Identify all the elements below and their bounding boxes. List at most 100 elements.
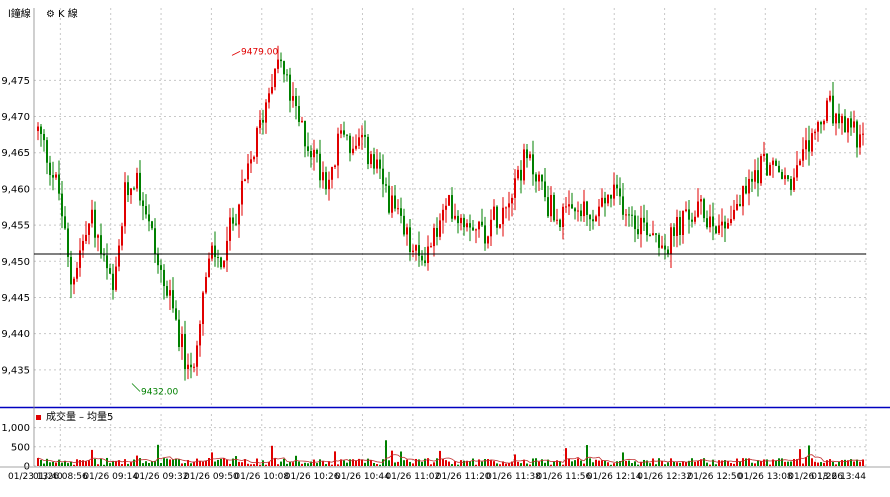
candle-body (652, 233, 654, 236)
volume-bar (289, 461, 291, 466)
candle-body (679, 217, 681, 235)
volume-bar (52, 461, 54, 466)
candle-body (817, 122, 819, 132)
volume-bar (397, 461, 399, 466)
volume-bar (46, 458, 48, 466)
volume-bar (316, 463, 318, 466)
candle-body (859, 134, 861, 148)
candle-body (223, 260, 225, 268)
volume-bar (598, 460, 600, 466)
volume-bar (475, 464, 477, 466)
volume-bar (553, 461, 555, 466)
volume-bar (643, 459, 645, 466)
time-tick-label: 01/26 11:56 (537, 472, 592, 482)
axis-layer: 9,435 9,440 9,445 9,450 9,455 9,460 9,465 9,470… (0, 8, 890, 482)
candle-body (709, 216, 711, 228)
volume-bar (718, 460, 720, 466)
candle-body (649, 235, 651, 237)
candle-body (394, 195, 396, 209)
candle-body (88, 223, 90, 235)
volume-bar (187, 459, 189, 466)
time-tick-label: 01/26 08:56 (33, 472, 88, 482)
volume-bar (739, 461, 741, 466)
volume-bar (364, 462, 366, 466)
candle-body (628, 214, 630, 216)
candle-body (490, 219, 492, 237)
candle-body (631, 214, 633, 216)
time-tick-label: 01/26 12:32 (637, 472, 692, 482)
candle-body (853, 121, 855, 128)
volume-bar (790, 461, 792, 466)
candle-body (124, 182, 126, 227)
candle-body (46, 140, 48, 163)
volume-bar (472, 458, 474, 466)
volume-bar (571, 461, 573, 466)
candle-body (367, 136, 369, 165)
period-label[interactable]: l鐘線 (8, 9, 31, 20)
time-tick-label: 01/23 13:40 (8, 472, 63, 482)
volume-bar (565, 448, 567, 466)
candle-body (307, 146, 309, 151)
volume-bar (568, 458, 570, 466)
candle-body (742, 185, 744, 207)
candle-body (364, 134, 366, 137)
volume-bar (304, 462, 306, 466)
candle-body (142, 200, 144, 207)
candle-body (109, 268, 111, 274)
candle-body (349, 135, 351, 154)
volume-bar (217, 459, 219, 466)
candle-body (391, 195, 393, 213)
candle-body (805, 140, 807, 150)
volume-bar (649, 463, 651, 466)
volume-bar (259, 464, 261, 466)
candle-body (517, 169, 519, 179)
candle-body (313, 149, 315, 158)
volume-bar (727, 461, 729, 466)
time-tick-label: 01/26 11:02 (385, 472, 440, 482)
candle-body (403, 215, 405, 235)
candle-body (436, 227, 438, 237)
candle-body (622, 196, 624, 215)
volume-layer (37, 440, 864, 466)
candles-layer (37, 45, 864, 381)
candle-body (178, 319, 180, 347)
price-tick-label: 9,455 (1, 221, 30, 232)
volume-bar (163, 458, 165, 466)
candle-body (55, 174, 57, 178)
candle-body (370, 154, 372, 165)
volume-bar (457, 464, 459, 466)
candle-body (358, 137, 360, 146)
volume-bar (658, 458, 660, 466)
volume-bar (205, 460, 207, 466)
volume-bar (454, 461, 456, 466)
candle-body (274, 68, 276, 88)
candle-body (547, 197, 549, 217)
candle-body (169, 290, 171, 296)
volume-bar (400, 451, 402, 466)
candle-body (295, 96, 297, 107)
candle-body (214, 245, 216, 258)
candle-body (847, 118, 849, 133)
candle-body (583, 201, 585, 217)
volume-bar (685, 462, 687, 466)
candle-body (421, 255, 423, 261)
candle-body (550, 194, 552, 217)
candle-body (544, 181, 546, 198)
volume-bar (814, 461, 816, 466)
candle-body (685, 209, 687, 212)
time-tick-label: 01/26 10:44 (335, 472, 390, 482)
candle-body (199, 324, 201, 346)
candle-body (439, 220, 441, 237)
candle-body (754, 170, 756, 182)
candle-body (160, 265, 162, 270)
candle-body (328, 179, 330, 190)
volume-bar (97, 464, 99, 466)
candle-body (79, 250, 81, 268)
volume-bar (556, 460, 558, 466)
kline-selector[interactable]: ⚙ K 線 (46, 5, 78, 20)
volume-bar (208, 457, 210, 466)
volume-bar (214, 461, 216, 466)
volume-bar (445, 460, 447, 466)
candle-body (697, 201, 699, 217)
volume-bar (493, 461, 495, 466)
